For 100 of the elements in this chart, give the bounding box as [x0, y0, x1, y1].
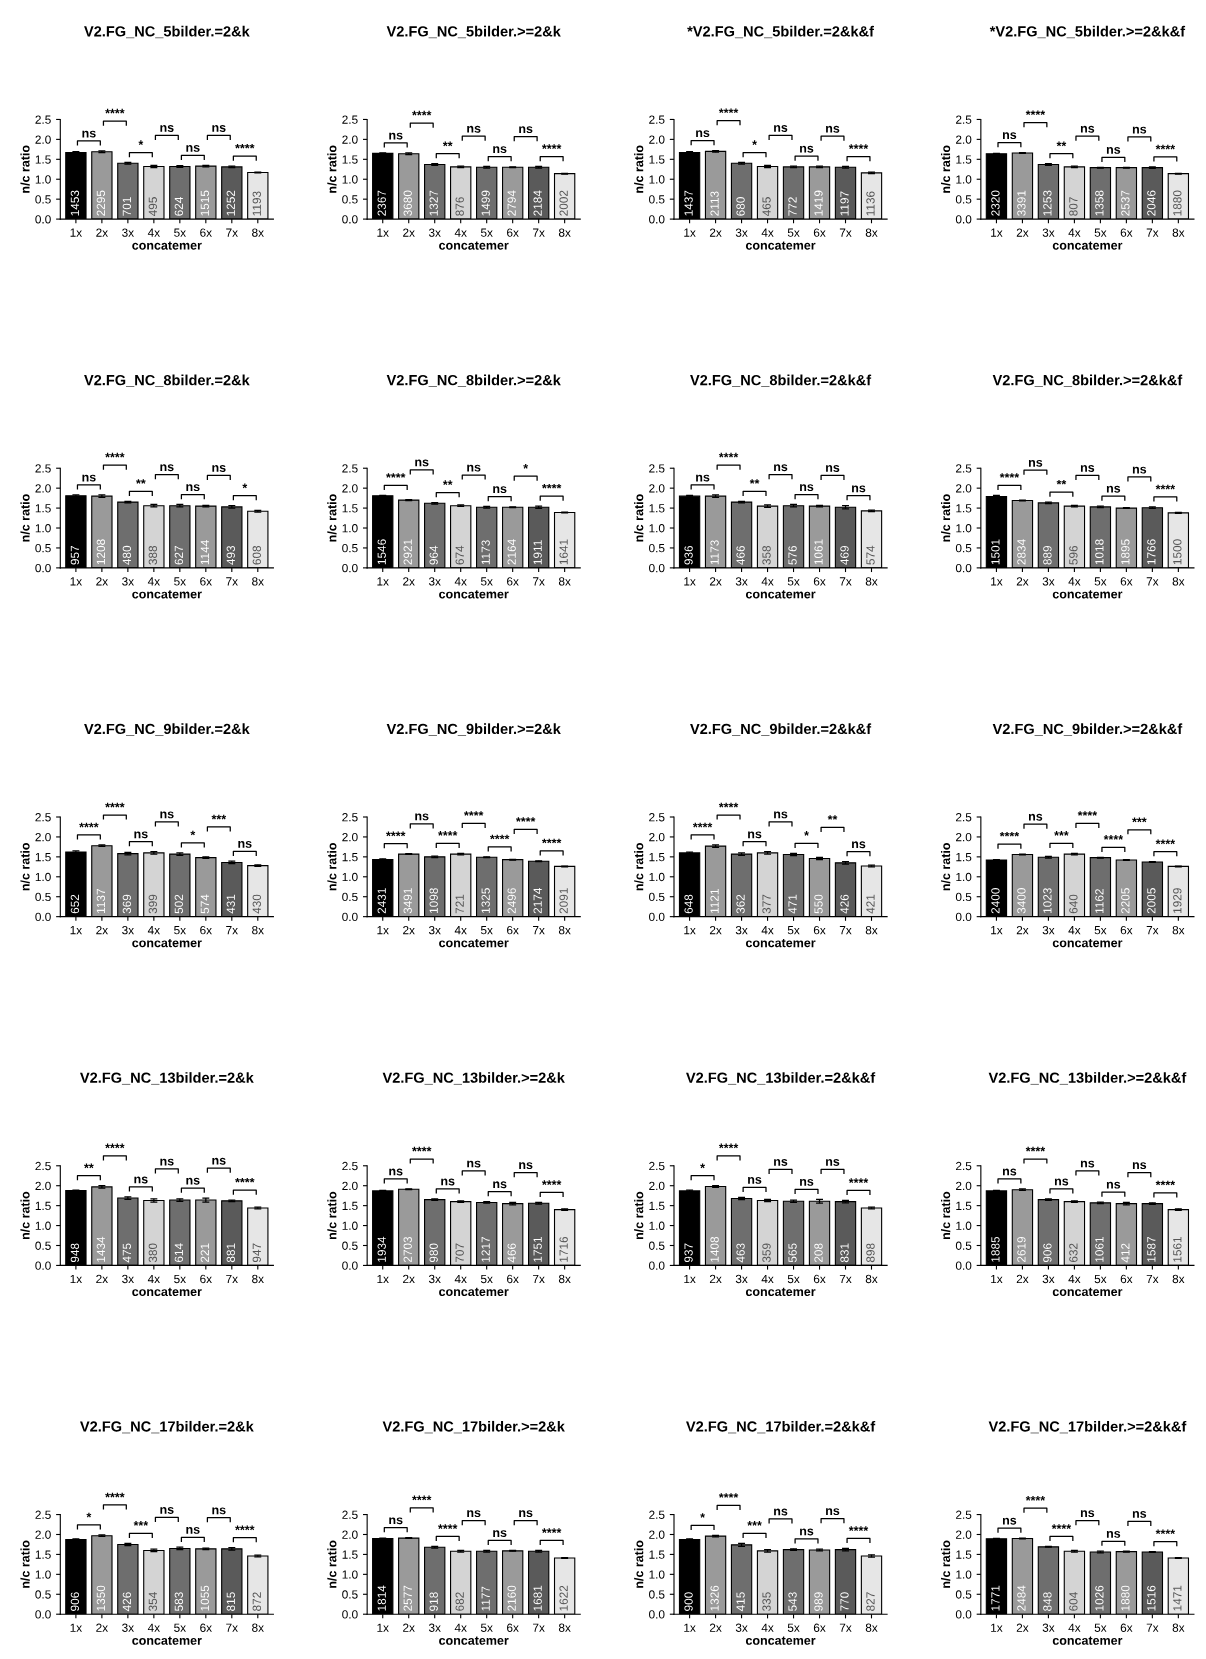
x-tick-label: 8x [252, 1274, 264, 1284]
annotation: 1326 [710, 1585, 719, 1611]
annotation: 2794 [507, 190, 516, 216]
x-tick-label: 7x [839, 1623, 852, 1632]
x-tick-label: 7x [839, 228, 852, 237]
text: **** [105, 1492, 125, 1498]
annotation: ns [389, 1168, 403, 1176]
y-tick-label: 0.0 [955, 1261, 972, 1270]
y-tick-label: 2.5 [649, 1510, 665, 1519]
x-tick-label: 8x [1172, 1623, 1185, 1632]
annotation: ns [800, 1528, 814, 1536]
x-axis-title: concatemer [439, 590, 509, 599]
annotation: ns [774, 125, 788, 132]
annotation: **** [235, 1177, 255, 1183]
x-tick-label: 1x [377, 228, 389, 237]
x-tick-label: 2x [403, 1623, 415, 1632]
x-tick-label: 2x [96, 925, 108, 935]
x-tick-label: 5x [787, 1623, 800, 1632]
annotation: 608 [252, 545, 261, 565]
annotation: 1501 [991, 539, 1000, 565]
annotation: ns [1080, 465, 1095, 472]
annotation: ns [774, 1508, 788, 1516]
annotation: 1895 [1121, 539, 1130, 565]
annotation: **** [515, 817, 536, 822]
annotation: ns [1002, 1517, 1017, 1525]
annotation: 936 [684, 545, 693, 565]
y-tick-label: 1.0 [956, 175, 972, 184]
x-tick-label: 5x [174, 1274, 186, 1284]
y-tick-label: 2.5 [649, 813, 665, 822]
annotation: 947 [252, 1243, 261, 1263]
y-tick-label: 2.0 [35, 832, 51, 842]
x-tick-label: 6x [507, 925, 519, 935]
annotation: ns [160, 464, 174, 472]
annotation: ns [774, 811, 788, 819]
x-tick-label: 4x [454, 577, 467, 586]
y-tick-label: 1.5 [956, 1201, 972, 1211]
y-tick-label: 1.0 [956, 1221, 972, 1230]
y-tick-label: 0.5 [35, 892, 51, 902]
text: ns [415, 459, 429, 467]
x-tick-label: 3x [735, 228, 748, 237]
annotation: 221 [200, 1243, 209, 1263]
annotation: 980 [429, 1243, 438, 1263]
text: ns [212, 1507, 226, 1515]
y-tick-label: 0.0 [342, 1610, 358, 1619]
x-tick-label: 5x [787, 577, 800, 586]
annotation: **** [1155, 144, 1176, 150]
annotation: * [523, 464, 529, 469]
y-tick-label: 2.5 [35, 813, 51, 822]
x-tick-label: 7x [226, 926, 238, 935]
x-tick-label: 3x [122, 1274, 134, 1284]
y-tick-label: 0.0 [35, 563, 51, 573]
x-axis-title: concatemer [439, 241, 509, 250]
x-tick-label: 2x [403, 577, 415, 586]
annotation: 2921 [403, 539, 412, 565]
annotation: 1193 [252, 191, 261, 216]
x-tick-label: 4x [1068, 228, 1081, 237]
x-tick-label: 3x [428, 925, 441, 935]
annotation: 807 [1069, 197, 1078, 216]
chart-title: V2.FG_NC_13bilder.>=2&k&f [988, 1072, 1187, 1085]
annotation: 1217 [481, 1236, 490, 1262]
x-tick-label: 6x [507, 1274, 519, 1284]
x-tick-label: 4x [454, 1274, 467, 1284]
annotation: 471 [788, 894, 797, 914]
y-tick-label: 1.0 [35, 175, 51, 184]
x-tick-label: 6x [1120, 228, 1133, 237]
text: **** [1077, 811, 1098, 816]
annotation: **** [1103, 835, 1124, 840]
x-tick-label: 6x [1120, 577, 1133, 586]
x-tick-label: 7x [226, 1274, 238, 1284]
y-tick-label: 1.5 [956, 1550, 972, 1559]
annotation: * [752, 140, 757, 145]
y-tick-label: 1.0 [342, 1570, 358, 1579]
y-axis-title: n/c ratio [940, 1191, 951, 1240]
annotation: 1137 [96, 889, 106, 913]
x-tick-label: 1x [70, 577, 82, 586]
annotation: 1098 [429, 888, 438, 913]
x-axis-title: concatemer [439, 1636, 509, 1645]
annotation: 1437 [684, 190, 693, 216]
x-tick-label: 5x [1094, 1274, 1107, 1284]
text: **** [718, 452, 739, 458]
x-tick-label: 2x [96, 228, 108, 237]
y-tick-label: 2.5 [649, 1161, 665, 1171]
y-tick-label: 1.5 [342, 1201, 358, 1211]
y-tick-label: 0.5 [342, 1590, 358, 1599]
annotation: 2295 [96, 190, 106, 216]
chart-title: V2.FG_NC_13bilder.=2&k [80, 1072, 254, 1085]
x-tick-label: 3x [735, 1623, 748, 1632]
y-axis-title: n/c ratio [20, 145, 30, 193]
annotation: ns [212, 465, 226, 472]
annotation: **** [386, 831, 406, 837]
annotation: 1018 [1095, 539, 1104, 565]
x-tick-label: 8x [558, 1623, 571, 1632]
x-tick-label: 1x [70, 1274, 82, 1284]
x-tick-label: 7x [839, 577, 852, 586]
annotation: **** [541, 1528, 562, 1533]
y-tick-label: 0.5 [649, 892, 665, 902]
x-tick-label: 7x [839, 1274, 852, 1284]
y-tick-label: 2.5 [649, 464, 665, 473]
annotation: 493 [226, 545, 235, 565]
y-tick-label: 0.0 [35, 1610, 51, 1619]
